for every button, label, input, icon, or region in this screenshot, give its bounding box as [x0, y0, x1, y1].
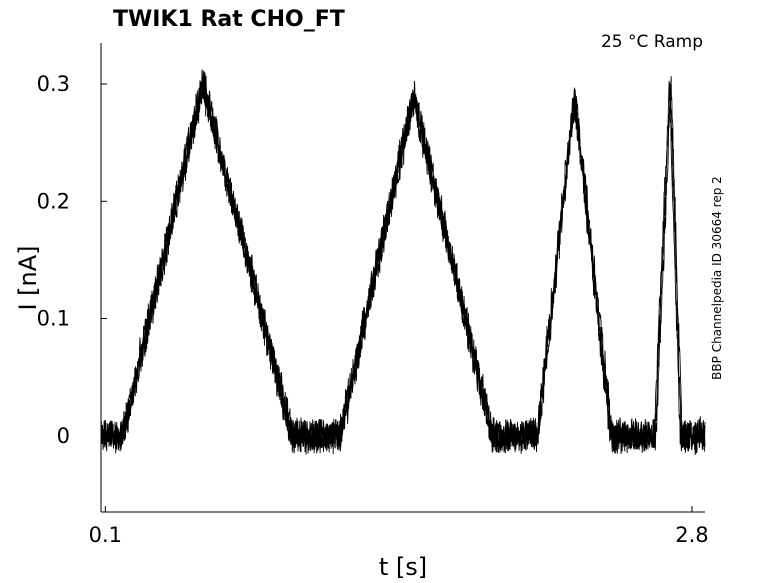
- y-tick-label: 0.1: [37, 307, 70, 331]
- x-axis-label: t [s]: [379, 553, 427, 581]
- y-tick-label: 0: [57, 424, 70, 448]
- y-tick-label: 0.3: [37, 72, 70, 96]
- condition-label: 25 °C Ramp: [601, 32, 703, 52]
- x-tick-label: 0.1: [89, 523, 122, 547]
- x-ticks: 0.1 2.8: [89, 506, 709, 547]
- y-axis-label: I [nA]: [14, 245, 42, 310]
- x-tick-label: 2.8: [675, 523, 708, 547]
- chart-title: TWIK1 Rat CHO_FT: [113, 7, 345, 32]
- y-ticks: 0 0.1 0.2 0.3: [37, 72, 107, 448]
- y-tick-label: 0.2: [37, 189, 70, 213]
- current-trace-line: [100, 69, 706, 455]
- trace-group: [100, 69, 706, 455]
- channelpedia-id-label: BBP Channelpedia ID 30664 rep 2: [710, 176, 724, 380]
